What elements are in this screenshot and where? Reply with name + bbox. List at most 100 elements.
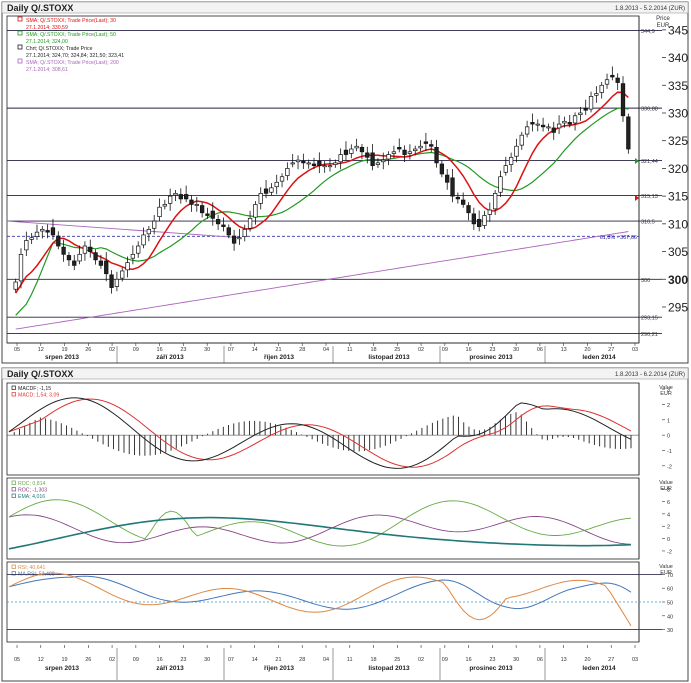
price-ytick-label-9: 340: [668, 51, 688, 65]
ind-day-25: 27: [608, 657, 614, 663]
candle-body-96: [524, 126, 530, 135]
candle-body-99: [540, 124, 546, 128]
price-day-6: 16: [157, 347, 163, 353]
price-ytick-label-6: 325: [668, 134, 688, 148]
roc-line-1: [8, 499, 632, 547]
roc-panel-ytick-label-2: 2: [667, 525, 670, 531]
rsi-panel-ytick-label-4: 70: [667, 573, 673, 579]
candle-body-81: [445, 174, 450, 183]
candle-body-17: [104, 260, 109, 275]
macd-panel-ytick-label-0: -2: [667, 464, 672, 470]
candle-body-75: [413, 148, 418, 152]
candle-body-115: [626, 116, 631, 150]
rsi-panel-legend-swatch-0: [11, 564, 16, 569]
ind-day-6: 16: [157, 657, 163, 663]
fib-label: 61,8% - 307,66: [600, 235, 637, 241]
price-day-18: 09: [442, 347, 448, 353]
candle-body-70: [386, 154, 391, 160]
candle-body-59: [327, 165, 333, 168]
candle-body-55: [306, 162, 311, 165]
legend-text-4: Chrt; Q/.STOXX; Trade Price: [26, 46, 93, 52]
candle-body-9: [61, 246, 66, 255]
candle-body-13: [82, 245, 88, 254]
candle-body-73: [402, 149, 407, 155]
price-day-2: 19: [61, 347, 67, 353]
candle-body-29: [168, 195, 173, 204]
roc-panel-caption-2: EUR: [660, 486, 672, 492]
ind-day-24: 20: [584, 657, 590, 663]
candle-body-30: [173, 193, 178, 196]
macd-panel-ytick-label-5: 3: [667, 388, 670, 394]
price-day-26: 03: [632, 347, 638, 353]
ind-day-4: 02: [109, 657, 115, 663]
rsi-panel-caption-2: EUR: [660, 570, 672, 576]
candle-body-67: [370, 152, 375, 166]
ind-day-15: 18: [370, 657, 376, 663]
candle-body-80: [439, 163, 445, 175]
ind-month-2: říjen 2013: [264, 665, 294, 672]
candle-body-69: [381, 159, 386, 163]
price-day-21: 30: [513, 347, 519, 353]
candle-body-11: [72, 260, 77, 266]
price-ytick-label-7: 330: [668, 106, 688, 120]
sma200-line: [15, 231, 629, 330]
candle-body-19: [114, 278, 120, 287]
candle-body-18: [109, 274, 114, 288]
candle-body-102: [556, 123, 562, 129]
price-header-bar: [1, 1, 689, 14]
price-ytick-label-1: 300: [668, 273, 688, 287]
legend-text-0: SMA; Q/.STOXX; Trade Price(Last); 30: [26, 18, 116, 24]
ind-day-8: 30: [204, 657, 210, 663]
candle-body-110: [599, 84, 604, 93]
legend-swatch-2: [17, 30, 23, 36]
candle-body-65: [359, 147, 365, 153]
candle-body-34: [194, 204, 199, 206]
roc-panel-ytick-label-4: 6: [667, 500, 670, 506]
candle-body-46: [258, 193, 263, 204]
macd-panel-ytick-label-2: 0: [667, 434, 670, 440]
candle-body-109: [594, 93, 599, 96]
candle-body-106: [578, 112, 583, 116]
legend-text-3: 27.1.2014; 324,00: [26, 39, 68, 45]
candle-body-31: [178, 194, 183, 200]
price-day-24: 20: [584, 347, 590, 353]
candle-body-103: [562, 120, 567, 124]
ind-month-4: prosinec 2013: [469, 665, 513, 672]
candle-body-48: [269, 187, 274, 193]
ind-day-12: 28: [299, 657, 305, 663]
macd-panel-caption-1: Value: [659, 385, 673, 391]
legend-text-6: SMA; Q/.STOXX; Trade Price(Last); 200: [26, 60, 119, 66]
candle-body-68: [375, 162, 381, 165]
legend-swatch-4: [17, 44, 23, 50]
roc-panel-legend-swatch-1: [11, 487, 16, 492]
candle-body-16: [98, 260, 104, 266]
candle-body-90: [492, 193, 498, 210]
price-legend: SMA; Q/.STOXX; Trade Price(Last); 30 27.1…: [17, 16, 124, 73]
ma-rsi-line: [8, 575, 632, 610]
candle-body-91: [498, 176, 503, 193]
candle-body-84: [461, 199, 466, 205]
candle-body-57: [317, 160, 322, 166]
ind-day-22: 06: [537, 657, 543, 663]
candle-body-111: [604, 79, 610, 85]
candle-body-14: [88, 246, 93, 252]
candle-body-7: [50, 227, 56, 236]
candle-body-97: [530, 122, 535, 125]
macd-panel-legend-swatch-1: [11, 392, 16, 397]
candle-body-105: [572, 115, 578, 124]
rsi-panel-caption-1: Value: [659, 564, 673, 570]
roc-line-2: [8, 514, 632, 545]
hline-label-1: 330,88: [641, 107, 658, 113]
price-day-14: 11: [347, 347, 353, 353]
candle-body-93: [508, 156, 514, 165]
candle-body-113: [615, 77, 620, 83]
candle-body-62: [343, 149, 349, 155]
roc-panel-legend-swatch-2: [11, 493, 16, 498]
indicator-title: Daily Q/.STOXX: [7, 369, 73, 379]
price-ytick-label-8: 335: [668, 79, 688, 93]
ind-day-17: 02: [418, 657, 424, 663]
candle-body-77: [423, 141, 429, 144]
candle-body-0: [13, 281, 18, 290]
roc-panel-legend-1: ROC; -1,303: [18, 488, 47, 494]
